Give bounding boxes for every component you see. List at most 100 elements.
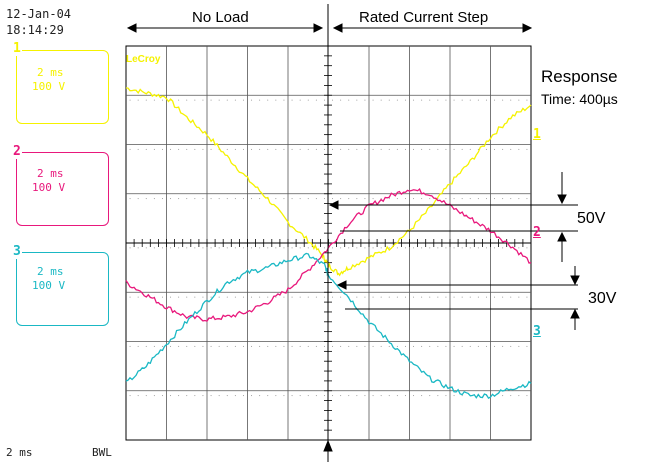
grid-dot xyxy=(194,296,196,298)
grid-dot xyxy=(485,345,487,347)
grid-dot xyxy=(161,99,163,101)
grid-dot xyxy=(259,99,261,101)
grid-dot xyxy=(332,198,334,200)
channel-3-timebase: 2 ms xyxy=(37,265,64,278)
grid-dot xyxy=(299,198,301,200)
grid-dot xyxy=(356,345,358,347)
grid-dot xyxy=(291,148,293,150)
grid-dot xyxy=(251,99,253,101)
grid-dot xyxy=(494,296,496,298)
trace-3 xyxy=(125,252,532,399)
grid-dot xyxy=(251,148,253,150)
grid-dot xyxy=(161,247,163,249)
grid-dot xyxy=(510,198,512,200)
grid-dot xyxy=(307,247,309,249)
grid-dot xyxy=(510,345,512,347)
grid-dot xyxy=(170,198,172,200)
grid-dot xyxy=(413,148,415,150)
grid-dot xyxy=(494,198,496,200)
grid-dot xyxy=(226,395,228,397)
timestamp: 12-Jan-04 18:14:29 xyxy=(6,6,71,38)
grid-dot xyxy=(178,198,180,200)
grid-dot xyxy=(242,99,244,101)
grid-dot xyxy=(396,148,398,150)
grid-dot xyxy=(186,247,188,249)
grid-dot xyxy=(275,296,277,298)
grid-dot xyxy=(510,99,512,101)
grid-dot xyxy=(283,198,285,200)
grid-dot xyxy=(388,148,390,150)
grid-dot xyxy=(332,99,334,101)
grid-dot xyxy=(137,198,139,200)
footer-bwl: BWL xyxy=(92,446,112,459)
grid-dot xyxy=(145,247,147,249)
grid-dot xyxy=(380,148,382,150)
grid-dot xyxy=(404,345,406,347)
grid-dot xyxy=(461,345,463,347)
grid-dot xyxy=(186,395,188,397)
grid-dot xyxy=(129,345,131,347)
grid-dot xyxy=(356,198,358,200)
grid-dot xyxy=(404,296,406,298)
grid-dot xyxy=(218,198,220,200)
grid-dot xyxy=(453,99,455,101)
grid-dot xyxy=(364,296,366,298)
grid-dot xyxy=(502,198,504,200)
grid-dot xyxy=(315,296,317,298)
grid-dot xyxy=(502,395,504,397)
grid-dot xyxy=(170,148,172,150)
grid-dot xyxy=(275,247,277,249)
grid-dot xyxy=(291,395,293,397)
grid-dot xyxy=(137,345,139,347)
grid-dot xyxy=(153,247,155,249)
grid-dot xyxy=(145,395,147,397)
grid-dot xyxy=(186,296,188,298)
grid-dot xyxy=(210,99,212,101)
grid-dot xyxy=(186,198,188,200)
channel-2-number: 2 xyxy=(12,144,22,159)
grid-dot xyxy=(429,198,431,200)
grid-dot xyxy=(226,345,228,347)
grid-dot xyxy=(502,148,504,150)
grid-dot xyxy=(356,148,358,150)
grid-dot xyxy=(315,198,317,200)
grid-dot xyxy=(348,99,350,101)
grid-dot xyxy=(299,345,301,347)
grid-dot xyxy=(396,345,398,347)
grid-dot xyxy=(283,99,285,101)
grid-dot xyxy=(218,345,220,347)
grid-dot xyxy=(445,198,447,200)
grid-dot xyxy=(129,296,131,298)
grid-dot xyxy=(323,296,325,298)
grid-dot xyxy=(372,247,374,249)
grid-dot xyxy=(210,247,212,249)
grid-dot xyxy=(210,345,212,347)
grid-dot xyxy=(413,296,415,298)
grid-dot xyxy=(161,296,163,298)
grid-dot xyxy=(518,148,520,150)
grid-dot xyxy=(234,198,236,200)
grid-dot xyxy=(494,345,496,347)
channel-3-number: 3 xyxy=(12,244,22,259)
grid-dot xyxy=(518,247,520,249)
grid-dot xyxy=(153,395,155,397)
grid-dot xyxy=(234,148,236,150)
grid-dot xyxy=(218,395,220,397)
grid-dot xyxy=(485,99,487,101)
grid-dot xyxy=(388,198,390,200)
grid-dot xyxy=(291,247,293,249)
grid-dot xyxy=(502,296,504,298)
grid-dot xyxy=(323,198,325,200)
grid-dot xyxy=(242,148,244,150)
grid-dot xyxy=(299,99,301,101)
grid-dot xyxy=(413,395,415,397)
grid-dot xyxy=(275,345,277,347)
grid-dot xyxy=(356,395,358,397)
channel-1-timebase: 2 ms xyxy=(37,66,64,79)
grid-dot xyxy=(178,247,180,249)
grid-dot xyxy=(469,198,471,200)
grid-dot xyxy=(469,296,471,298)
grid-dot xyxy=(291,345,293,347)
grid-dot xyxy=(234,345,236,347)
